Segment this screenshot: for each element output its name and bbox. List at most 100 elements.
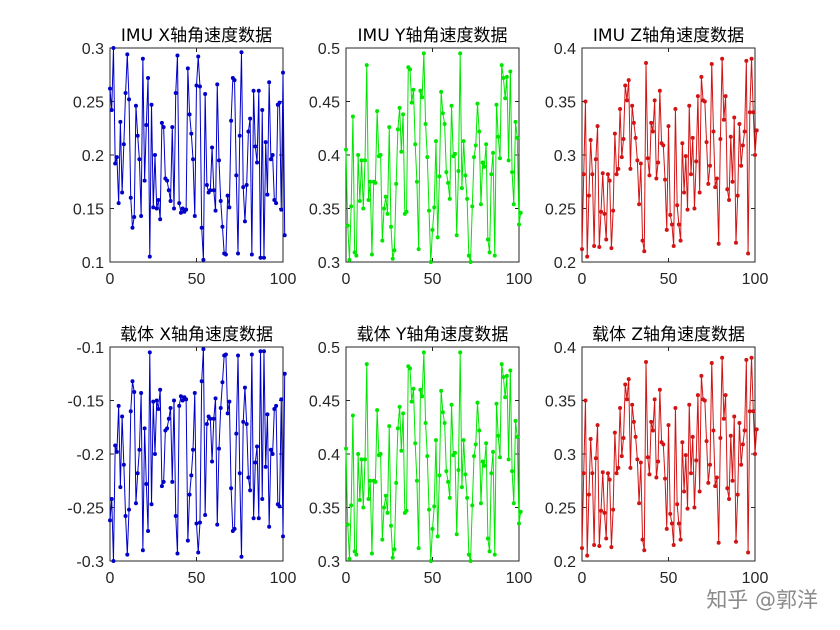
data-point [399, 448, 404, 453]
data-point [425, 454, 430, 459]
data-point [144, 123, 149, 128]
data-point [449, 402, 454, 407]
data-point [152, 153, 157, 157]
data-point [511, 202, 516, 207]
data-point [249, 352, 254, 357]
x-tick-label: 0 [578, 570, 587, 587]
data-point [506, 158, 511, 163]
data-point [683, 453, 688, 458]
data-point [156, 407, 161, 412]
data-point [592, 243, 597, 248]
data-point [409, 399, 414, 404]
data-point [390, 555, 395, 560]
data-point [272, 197, 277, 202]
data-point [260, 108, 265, 113]
data-point [487, 549, 492, 554]
data-point [744, 58, 749, 63]
y-tick-label: 0.3 [554, 447, 576, 464]
data-point [178, 394, 183, 399]
data-point [656, 160, 661, 165]
data-point [458, 51, 463, 56]
data-point [666, 124, 671, 129]
data-point [237, 133, 242, 138]
data-point [704, 439, 709, 444]
data-point [585, 553, 590, 558]
data-point [369, 252, 374, 257]
data-point [491, 150, 496, 155]
data-point [151, 205, 156, 210]
data-point [263, 140, 268, 145]
data-point [499, 362, 504, 367]
data-point [251, 516, 256, 521]
data-point [416, 546, 421, 551]
data-point [218, 199, 223, 204]
data-point [265, 192, 270, 197]
data-point [687, 402, 692, 407]
data-point [399, 149, 404, 154]
data-point [255, 160, 260, 165]
data-point [725, 486, 730, 491]
data-point [258, 349, 263, 354]
data-point [482, 463, 487, 468]
data-point [708, 163, 713, 168]
data-point [432, 504, 437, 509]
data-point [256, 88, 261, 93]
data-point [261, 349, 266, 354]
data-point [678, 537, 683, 542]
data-point [482, 164, 487, 169]
data-point [246, 475, 251, 480]
data-point [178, 210, 183, 215]
subplot-3: IMU Z轴角速度数据 0.4 0.35 0.3 0.25 0.20 50 100 [545, 26, 769, 288]
chart-title: 载体 Z轴角速度数据 [592, 325, 745, 345]
data-point [253, 460, 258, 465]
data-point [258, 255, 263, 260]
data-point [130, 379, 135, 384]
series-line [109, 47, 286, 261]
data-point [239, 554, 244, 559]
data-point [173, 90, 178, 95]
data-point [585, 254, 590, 259]
y-tick-label: 0.35 [309, 501, 340, 518]
data-point [600, 470, 605, 475]
data-point [189, 473, 194, 478]
data-point [172, 206, 177, 211]
data-point [175, 551, 180, 556]
data-point [619, 155, 624, 160]
data-point [728, 433, 733, 438]
data-point [236, 251, 241, 256]
data-point [609, 246, 614, 251]
data-point [740, 442, 745, 447]
data-point [733, 240, 738, 245]
data-point [604, 237, 609, 242]
data-point [229, 118, 234, 123]
data-point [281, 70, 285, 75]
data-point [440, 410, 445, 415]
data-point [382, 505, 387, 510]
data-point [716, 241, 721, 246]
data-point [709, 62, 714, 67]
data-point [449, 103, 454, 108]
data-point [611, 507, 616, 512]
data-point [132, 215, 137, 220]
data-point [612, 430, 617, 435]
data-point [624, 397, 629, 402]
data-point [144, 481, 149, 486]
series-line [109, 348, 286, 562]
data-point [251, 88, 256, 93]
data-point [256, 516, 261, 521]
data-point [111, 559, 116, 563]
data-point [491, 449, 496, 454]
data-point [133, 501, 138, 506]
data-point [414, 478, 419, 483]
data-point [345, 223, 350, 228]
x-tick-label: 50 [660, 570, 678, 587]
data-point [480, 459, 485, 464]
data-point [695, 393, 700, 398]
data-point [465, 495, 470, 500]
data-point [236, 353, 241, 358]
data-point [630, 103, 635, 108]
data-point [675, 502, 680, 507]
data-point [156, 197, 161, 202]
data-point [421, 350, 426, 355]
data-point [270, 153, 275, 157]
